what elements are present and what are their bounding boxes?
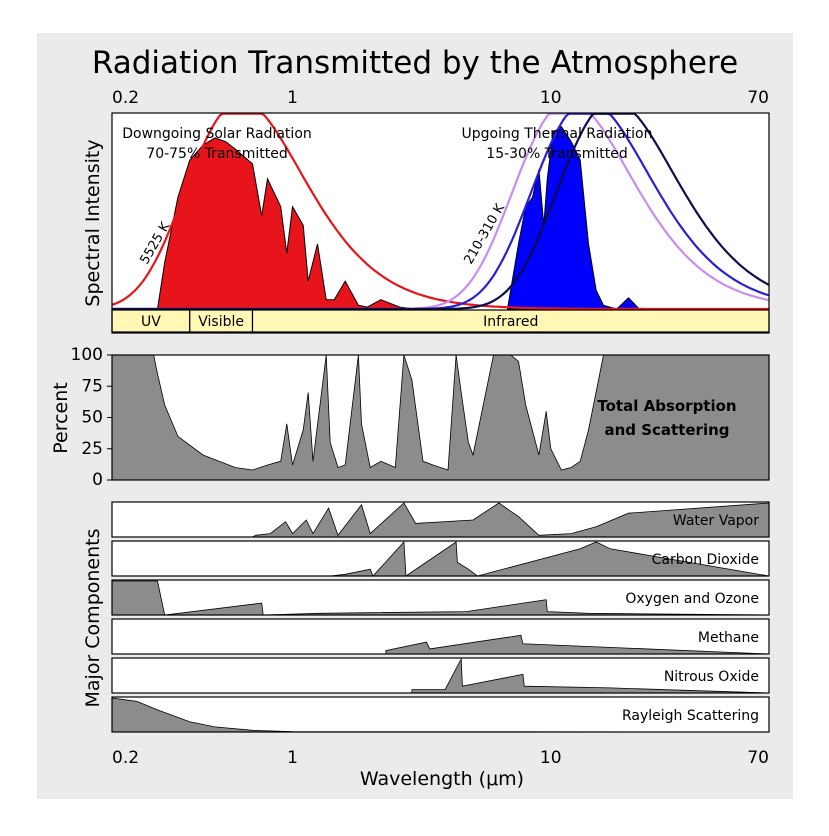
component-label: Water Vapor bbox=[673, 513, 759, 529]
component-row: Oxygen and Ozone bbox=[111, 579, 770, 616]
component-row: Nitrous Oxide bbox=[111, 657, 770, 694]
component-row: Methane bbox=[111, 618, 770, 655]
top-tick-label: 1 bbox=[287, 88, 298, 108]
bottom-tick-label: 10 bbox=[540, 748, 562, 768]
component-label: Oxygen and Ozone bbox=[625, 591, 759, 607]
spectrum-panel-frame bbox=[111, 112, 770, 334]
x-axis-label: Wavelength (μm) bbox=[360, 768, 524, 790]
component-area bbox=[252, 502, 770, 538]
solar-annotation-line1: Downgoing Solar Radiation bbox=[122, 126, 312, 142]
blackbody-curve bbox=[111, 112, 769, 311]
component-row-bg bbox=[112, 697, 769, 732]
bottom-tick-label: 70 bbox=[747, 748, 769, 768]
thermal-annotation-line2: 15-30% Transmitted bbox=[486, 146, 627, 162]
band-strip: UV Visible Infrared bbox=[111, 309, 770, 333]
component-row-frame bbox=[111, 540, 770, 577]
top-tick-label: 70 bbox=[747, 88, 769, 108]
component-row-frame bbox=[111, 579, 770, 616]
total-label-line1: Total Absorption bbox=[597, 397, 736, 415]
top-tick-labels: 0.2 1 10 70 bbox=[112, 88, 769, 108]
spectrum-panel: UV Visible Infrared Spectral Intensity Dow… bbox=[82, 112, 770, 334]
component-row-frame bbox=[111, 696, 770, 733]
thermal-annotation-line1: Upgoing Thermal Radiation bbox=[462, 126, 653, 142]
bottom-tick-label: 0.2 bbox=[112, 748, 139, 768]
top-tick-label: 10 bbox=[540, 88, 562, 108]
components-ylabel: Major Components bbox=[82, 529, 104, 708]
bottom-tick-label: 1 bbox=[287, 748, 298, 768]
component-area bbox=[111, 580, 770, 616]
component-row: Carbon Dioxide bbox=[111, 540, 770, 577]
band-label: Visible bbox=[198, 314, 244, 330]
chart-svg: Radiation Transmitted by the Atmosphere … bbox=[50, 45, 770, 790]
chart-figure: Radiation Transmitted by the Atmosphere … bbox=[37, 33, 793, 799]
blackbody-curve bbox=[112, 112, 770, 311]
component-label: Carbon Dioxide bbox=[652, 552, 759, 568]
solar-annotation-line2: 70-75% Transmitted bbox=[146, 146, 287, 162]
y-tick-label: 25 bbox=[81, 439, 103, 459]
component-row-frame bbox=[111, 657, 770, 694]
top-tick-label: 0.2 bbox=[112, 88, 139, 108]
component-row-bg bbox=[112, 658, 769, 693]
y-tick-label: 100 bbox=[71, 345, 103, 365]
component-row: Water Vapor bbox=[111, 501, 770, 538]
component-row: Rayleigh Scattering bbox=[111, 696, 770, 733]
total-ylabel: Percent bbox=[50, 382, 72, 454]
component-row-frame bbox=[111, 501, 770, 538]
major-components-panel: Water Vapor Carbon Dioxide Oxygen and Ozon… bbox=[111, 501, 770, 733]
total-absorption-panel: 0 25 50 75 100 Percent Total Absorption and … bbox=[50, 345, 770, 490]
chart-title: Radiation Transmitted by the Atmosphere bbox=[92, 45, 738, 81]
component-area bbox=[411, 657, 770, 694]
component-area bbox=[385, 634, 770, 655]
y-tick-label: 0 bbox=[92, 470, 103, 490]
band-label: Infrared bbox=[483, 314, 538, 330]
transmitted-area bbox=[506, 126, 641, 310]
total-panel-frame bbox=[111, 354, 770, 481]
bottom-tick-labels: 0.2 1 10 70 bbox=[112, 748, 769, 768]
total-y-ticks: 0 25 50 75 100 bbox=[71, 345, 112, 490]
component-label: Nitrous Oxide bbox=[664, 669, 759, 685]
component-label: Methane bbox=[698, 630, 759, 646]
component-row-frame bbox=[111, 618, 770, 655]
y-tick-label: 75 bbox=[81, 376, 103, 396]
component-area bbox=[330, 541, 770, 577]
total-label-line2: and Scattering bbox=[604, 421, 729, 439]
component-label: Rayleigh Scattering bbox=[622, 708, 759, 724]
y-tick-label: 50 bbox=[81, 408, 103, 428]
spectrum-ylabel: Spectral Intensity bbox=[82, 139, 104, 306]
band-label: UV bbox=[141, 314, 161, 330]
